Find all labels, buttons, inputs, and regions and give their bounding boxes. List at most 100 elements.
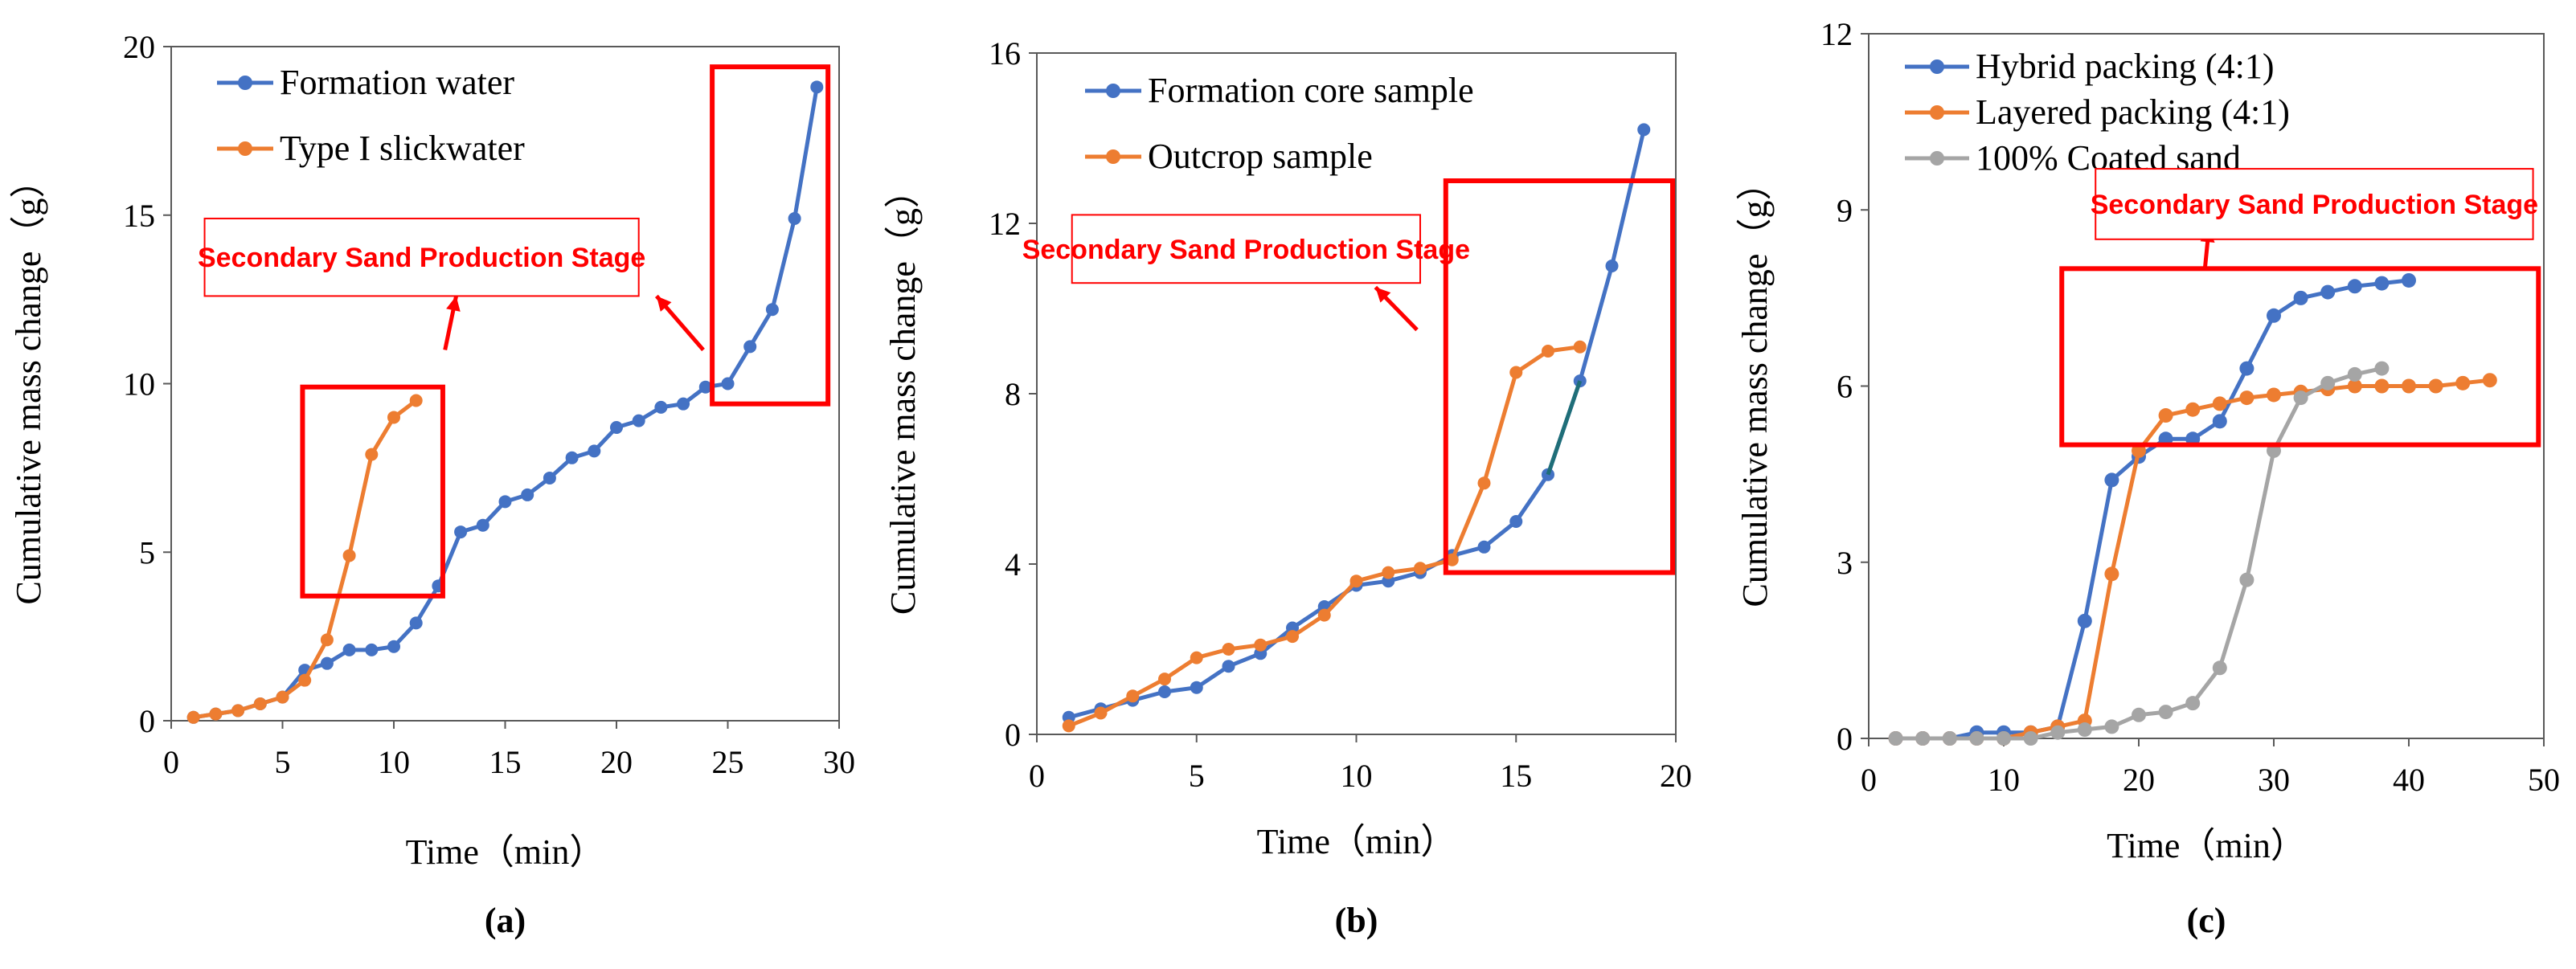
data-point [1190,681,1203,694]
data-point [632,414,645,427]
series-1 [186,394,423,724]
data-point [365,448,379,461]
x-tick-label: 5 [1189,758,1205,794]
data-point [2050,725,2066,740]
annotation-box [203,217,640,297]
y-axis-title: Cumulative mass change（g） [883,173,923,615]
y-tick-label: 5 [139,534,155,570]
data-point [721,377,735,390]
data-point [2212,396,2227,411]
chart-panel-c: 0 3 6 9 12 0 10 20 30 40 50 Time（min） Cumulative mas… [1735,16,2560,940]
x-tick-label: 50 [2528,762,2560,798]
data-point [186,710,200,724]
series-0 [1062,123,1651,724]
x-axis-title: Time（min） [406,832,605,872]
data-point [543,471,556,484]
data-point [320,633,334,647]
data-point [1062,719,1075,733]
data-point [2374,378,2390,394]
data-point [2402,378,2416,394]
x-tick-label: 20 [1660,758,1692,794]
panel-label: (c) [2187,901,2226,940]
x-tick-label: 30 [823,744,855,780]
x-axis-title: Time（min） [2107,826,2306,865]
x-tick-label: 30 [2258,762,2290,798]
data-point [1317,608,1331,622]
legend-marker [1106,149,1120,164]
data-point [1605,260,1619,272]
data-point [698,380,712,394]
data-point [2293,390,2308,406]
data-point [2267,387,2281,403]
data-point [2185,402,2201,417]
data-point [1222,660,1235,673]
arrow-head [656,296,672,312]
data-point [1254,638,1268,652]
data-point [2185,696,2201,711]
x-tick-label: 25 [712,744,744,780]
x-axis-title: Time（min） [1257,822,1456,861]
data-point [2455,375,2471,390]
x-tick-label: 0 [1861,762,1877,798]
legend-label: Formation water [280,63,514,102]
data-point [454,525,468,539]
y-tick-label: 9 [1837,192,1853,228]
data-point [365,643,379,656]
y-tick-label: 0 [1837,721,1853,757]
y-axis-title: Cumulative mass change（g） [1735,166,1775,607]
series-2 [1888,361,2390,746]
legend-marker [1930,105,1944,120]
arrow-head [1375,287,1391,303]
legend-marker [1930,59,1944,74]
series-0 [1888,272,2416,746]
data-point [1997,731,2011,746]
data-point [2212,414,2227,429]
data-point [209,707,223,721]
data-point [1222,643,1235,656]
series-line [1895,278,2410,741]
annotation-text: Secondary Sand Production Stage [1022,235,1470,265]
legend-label: Type I slickwater [280,129,525,168]
data-point [2212,660,2227,676]
data-point [498,495,512,509]
panel-label: (a) [485,901,526,940]
data-point [342,643,356,656]
x-tick-label: 10 [1988,762,2020,798]
data-point [2347,366,2362,382]
x-tick-label: 15 [1500,758,1532,794]
x-tick-label: 0 [1029,758,1045,794]
y-tick-label: 0 [139,703,155,739]
data-point [409,616,423,630]
highlight-box [1443,178,1676,575]
data-point [2077,613,2092,628]
data-point [387,640,400,653]
legend-marker [238,76,252,90]
data-point [1509,515,1523,528]
data-point [1477,476,1491,490]
data-point [1126,689,1140,703]
data-point [1542,345,1554,358]
data-point [743,340,757,354]
data-point [2347,378,2362,394]
data-point [2402,272,2416,288]
data-point [654,400,668,414]
data-point [2482,373,2497,388]
data-point [1414,562,1427,575]
data-point [2374,276,2390,291]
legend-marker [1106,84,1120,98]
legend-label: Formation core sample [1148,71,1474,110]
data-point [2428,378,2443,394]
series-1 [1888,373,2497,746]
data-point [276,690,289,704]
y-tick-label: 12 [989,206,1021,242]
data-point [2320,375,2336,390]
data-point [2104,719,2119,734]
data-point [1158,685,1171,698]
y-tick-label: 8 [1005,376,1021,412]
data-point [2132,707,2146,722]
legend-label: Layered packing (4:1) [1976,92,2290,132]
data-point [1637,123,1651,137]
data-point [476,518,489,532]
y-tick-label: 12 [1820,16,1853,52]
